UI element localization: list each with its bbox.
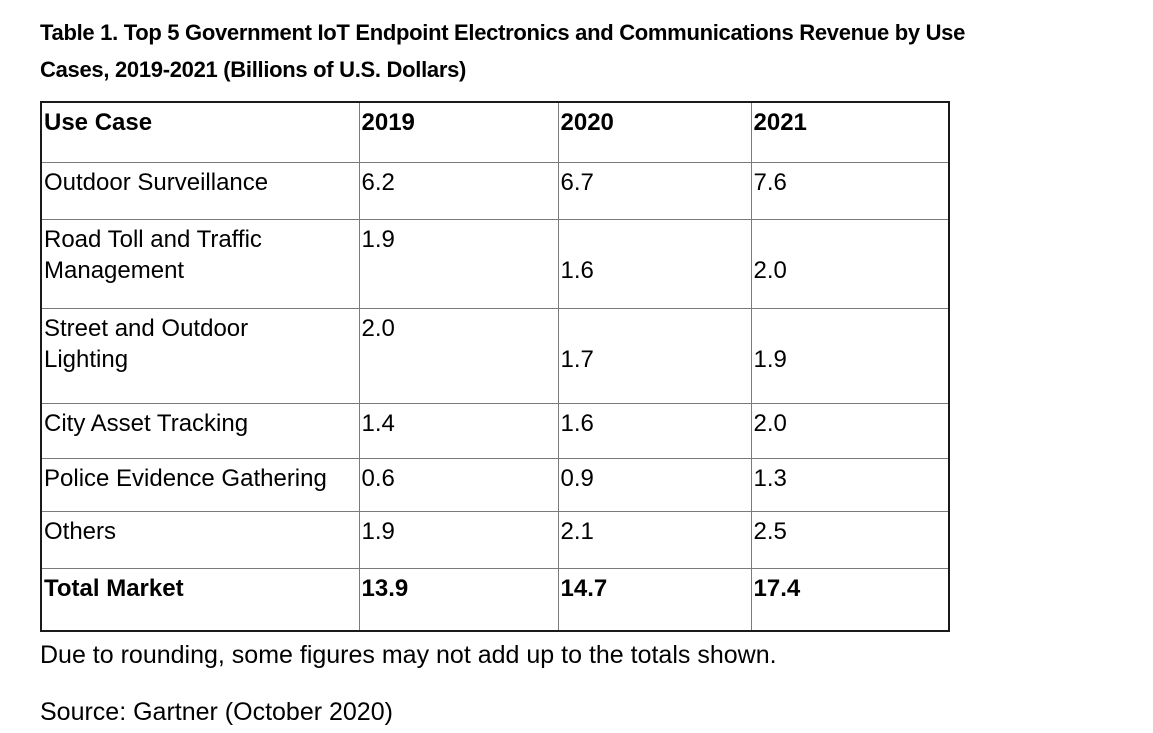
- value-2021: 17.4: [750, 567, 950, 632]
- table-row-street-outdoor-lighting: Street and Outdoor Lighting 2.0 1.7 1.9: [40, 307, 950, 404]
- value-2020: 1.6: [557, 402, 752, 459]
- value-2021: 2.0: [750, 218, 950, 309]
- table-row-city-asset-tracking: City Asset Tracking 1.4 1.6 2.0: [40, 402, 950, 459]
- value-2021: 7.6: [750, 161, 950, 220]
- value-2021: 1.9: [750, 307, 950, 404]
- row-label: Road Toll and Traffic Management: [40, 218, 360, 309]
- row-label: City Asset Tracking: [40, 402, 360, 459]
- header-2019: 2019: [358, 101, 559, 163]
- value-2021: 2.5: [750, 510, 950, 569]
- row-label: Others: [40, 510, 360, 569]
- value-2020: 6.7: [557, 161, 752, 220]
- value-2019: 2.0: [358, 307, 559, 404]
- value-2019: 1.9: [358, 218, 559, 309]
- table-row-total-market: Total Market 13.9 14.7 17.4: [40, 567, 950, 632]
- row-label: Outdoor Surveillance: [40, 161, 360, 220]
- table-row-others: Others 1.9 2.1 2.5: [40, 510, 950, 569]
- row-label: Total Market: [40, 567, 360, 632]
- value-2020: 1.7: [557, 307, 752, 404]
- value-2020: 1.6: [557, 218, 752, 309]
- value-2020: 14.7: [557, 567, 752, 632]
- rounding-footnote: Due to rounding, some figures may not ad…: [40, 641, 777, 669]
- table-header-row: Use Case 2019 2020 2021: [40, 101, 950, 163]
- header-2020: 2020: [557, 101, 752, 163]
- row-label: Street and Outdoor Lighting: [40, 307, 360, 404]
- value-2020: 2.1: [557, 510, 752, 569]
- header-use-case: Use Case: [40, 101, 360, 163]
- value-2021: 1.3: [750, 457, 950, 512]
- header-2021: 2021: [750, 101, 950, 163]
- source-line: Source: Gartner (October 2020): [40, 698, 393, 726]
- value-2019: 6.2: [358, 161, 559, 220]
- value-2019: 1.9: [358, 510, 559, 569]
- table-row-police-evidence-gathering: Police Evidence Gathering 0.6 0.9 1.3: [40, 457, 950, 512]
- table-row-outdoor-surveillance: Outdoor Surveillance 6.2 6.7 7.6: [40, 161, 950, 220]
- page-title: Table 1. Top 5 Government IoT Endpoint E…: [40, 20, 966, 82]
- value-2021: 2.0: [750, 402, 950, 459]
- table-row-road-toll-traffic: Road Toll and Traffic Management 1.9 1.6…: [40, 218, 950, 309]
- value-2019: 1.4: [358, 402, 559, 459]
- value-2019: 0.6: [358, 457, 559, 512]
- value-2019: 13.9: [358, 567, 559, 632]
- row-label: Police Evidence Gathering: [40, 457, 360, 512]
- revenue-table: Use Case 2019 2020 2021 Outdoor Surveill…: [40, 101, 950, 632]
- value-2020: 0.9: [557, 457, 752, 512]
